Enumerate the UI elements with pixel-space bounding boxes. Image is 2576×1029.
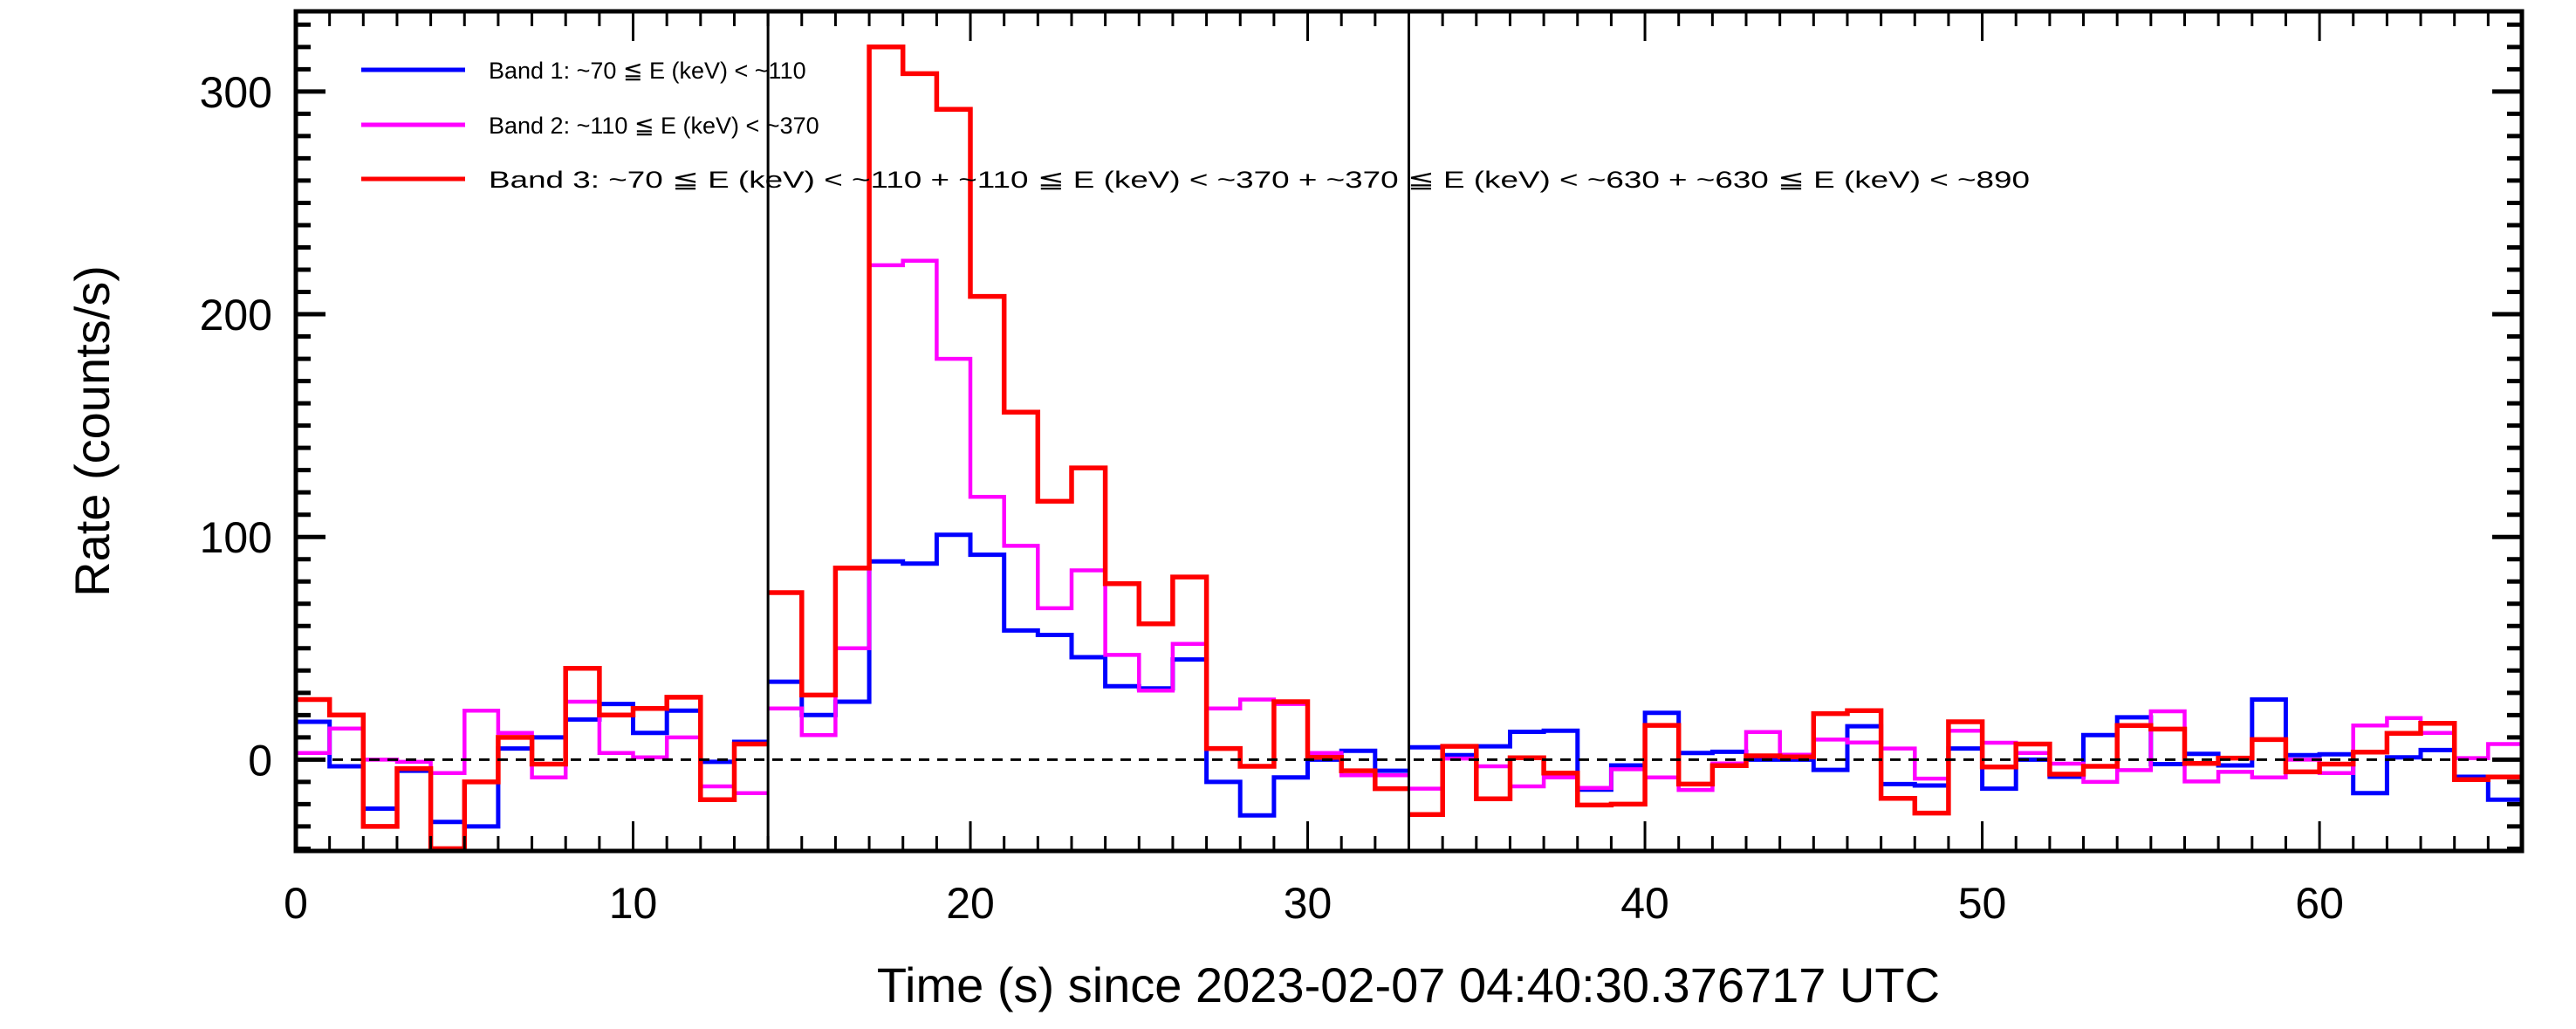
series-band-3-segment-1 bbox=[296, 666, 769, 852]
x-tick-label: 50 bbox=[1958, 879, 2007, 928]
x-tick-label: 30 bbox=[1284, 879, 1333, 928]
y-tick-label: 0 bbox=[248, 736, 272, 785]
series-band-2-segment-2 bbox=[768, 258, 1409, 778]
legend-item-band-3: Band 3: ~70 ≦ E (keV) < ~110 + ~110 ≦ E … bbox=[361, 167, 2030, 193]
x-tick-label: 60 bbox=[2295, 879, 2344, 928]
legend-item-band-2: Band 2: ~110 ≦ E (keV) < ~370 bbox=[361, 113, 819, 139]
legend: Band 1: ~70 ≦ E (keV) < ~110 Band 2: ~110… bbox=[361, 58, 2030, 193]
series-band-3-segment-2 bbox=[768, 45, 1409, 792]
series-band-2-segment-3 bbox=[1408, 709, 2522, 792]
series-group bbox=[296, 45, 2522, 852]
y-tick-label: 300 bbox=[200, 68, 272, 117]
series-band-1-segment-2 bbox=[768, 532, 1409, 818]
x-tick-label: 0 bbox=[284, 879, 308, 928]
legend-label: Band 1: ~70 ≦ E (keV) < ~110 bbox=[489, 58, 806, 84]
x-tick-label: 40 bbox=[1620, 879, 1669, 928]
y-tick-label: 100 bbox=[200, 513, 272, 562]
x-tick-label: 10 bbox=[609, 879, 658, 928]
legend-label: Band 2: ~110 ≦ E (keV) < ~370 bbox=[489, 113, 819, 139]
x-axis-title: Time (s) since 2023-02-07 04:40:30.37671… bbox=[877, 957, 1940, 1012]
y-axis-title: Rate (counts/s) bbox=[65, 265, 120, 597]
legend-item-band-1: Band 1: ~70 ≦ E (keV) < ~110 bbox=[361, 58, 806, 84]
axes-group: 0 10 20 30 40 50 60 0 100 200 300 bbox=[200, 9, 2525, 928]
y-tick-label: 200 bbox=[200, 291, 272, 340]
series-band-3-segment-3 bbox=[1408, 708, 2522, 817]
legend-label: Band 3: ~70 ≦ E (keV) < ~110 + ~110 ≦ E … bbox=[489, 167, 2030, 193]
x-tick-label: 20 bbox=[946, 879, 995, 928]
